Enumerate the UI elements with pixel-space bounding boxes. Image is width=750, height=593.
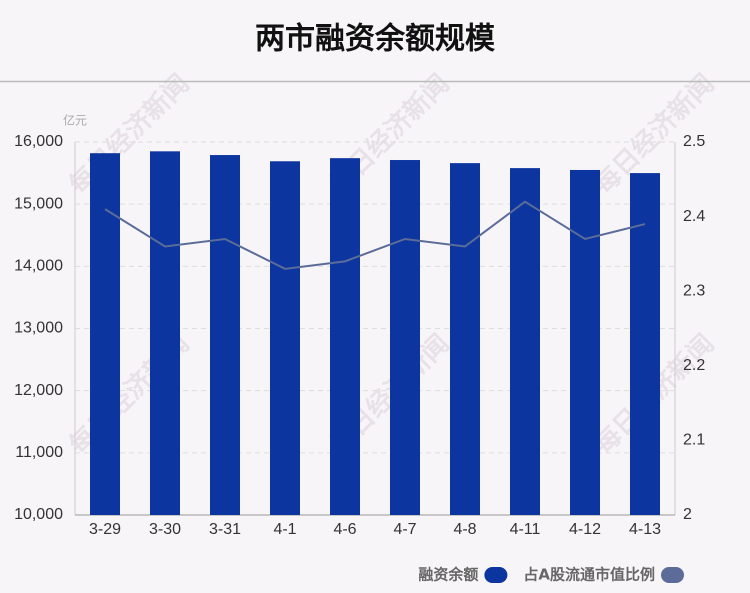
bar [570, 169, 600, 515]
x-tick-label: 3-29 [89, 521, 121, 538]
chart-title: 两市融资余额规模 [255, 22, 495, 57]
bar [270, 161, 300, 515]
y-tick-label: 10,000 [14, 506, 63, 523]
x-tick-label: 4-7 [393, 521, 416, 538]
bar [210, 155, 240, 515]
x-tick-label: 4-12 [569, 521, 601, 538]
bar [90, 153, 120, 515]
legend-swatch [661, 567, 684, 583]
y-tick-label: 13,000 [14, 320, 63, 337]
y-tick-label: 16,000 [14, 133, 63, 150]
line [104, 200, 646, 270]
y-tick-label: 14,000 [14, 258, 63, 275]
y-tick-label: 12,000 [14, 382, 63, 399]
y-unit: 亿元 [63, 113, 87, 128]
bar [450, 163, 480, 516]
y-tick-label: 15,000 [14, 195, 63, 212]
legend-label: 融资余额 [418, 566, 478, 584]
legend-label: 占A股流通市值比例 [523, 566, 655, 584]
y2-tick-label: 2.4 [683, 208, 705, 225]
x-tick-label: 4-8 [453, 521, 476, 538]
bar [330, 158, 360, 515]
x-tick-label: 4-1 [273, 521, 296, 538]
x-tick-label: 4-6 [333, 521, 356, 538]
y2-tick-label: 2.5 [683, 133, 705, 150]
y2-tick-label: 2.1 [683, 432, 705, 449]
legend-swatch [484, 567, 508, 583]
x-tick-label: 4-13 [629, 521, 661, 538]
x-tick-label: 4-11 [510, 521, 541, 538]
bar [510, 168, 540, 516]
bar [630, 173, 660, 516]
y2-tick-label: 2.3 [683, 282, 705, 299]
y2-tick-label: 2.2 [683, 357, 705, 374]
bar [390, 160, 420, 516]
bar [150, 151, 180, 515]
x-tick-label: 3-30 [149, 521, 181, 538]
y2-tick-label: 2 [683, 506, 692, 523]
y-tick-label: 11,000 [15, 444, 63, 461]
x-tick-label: 3-31 [209, 521, 241, 538]
